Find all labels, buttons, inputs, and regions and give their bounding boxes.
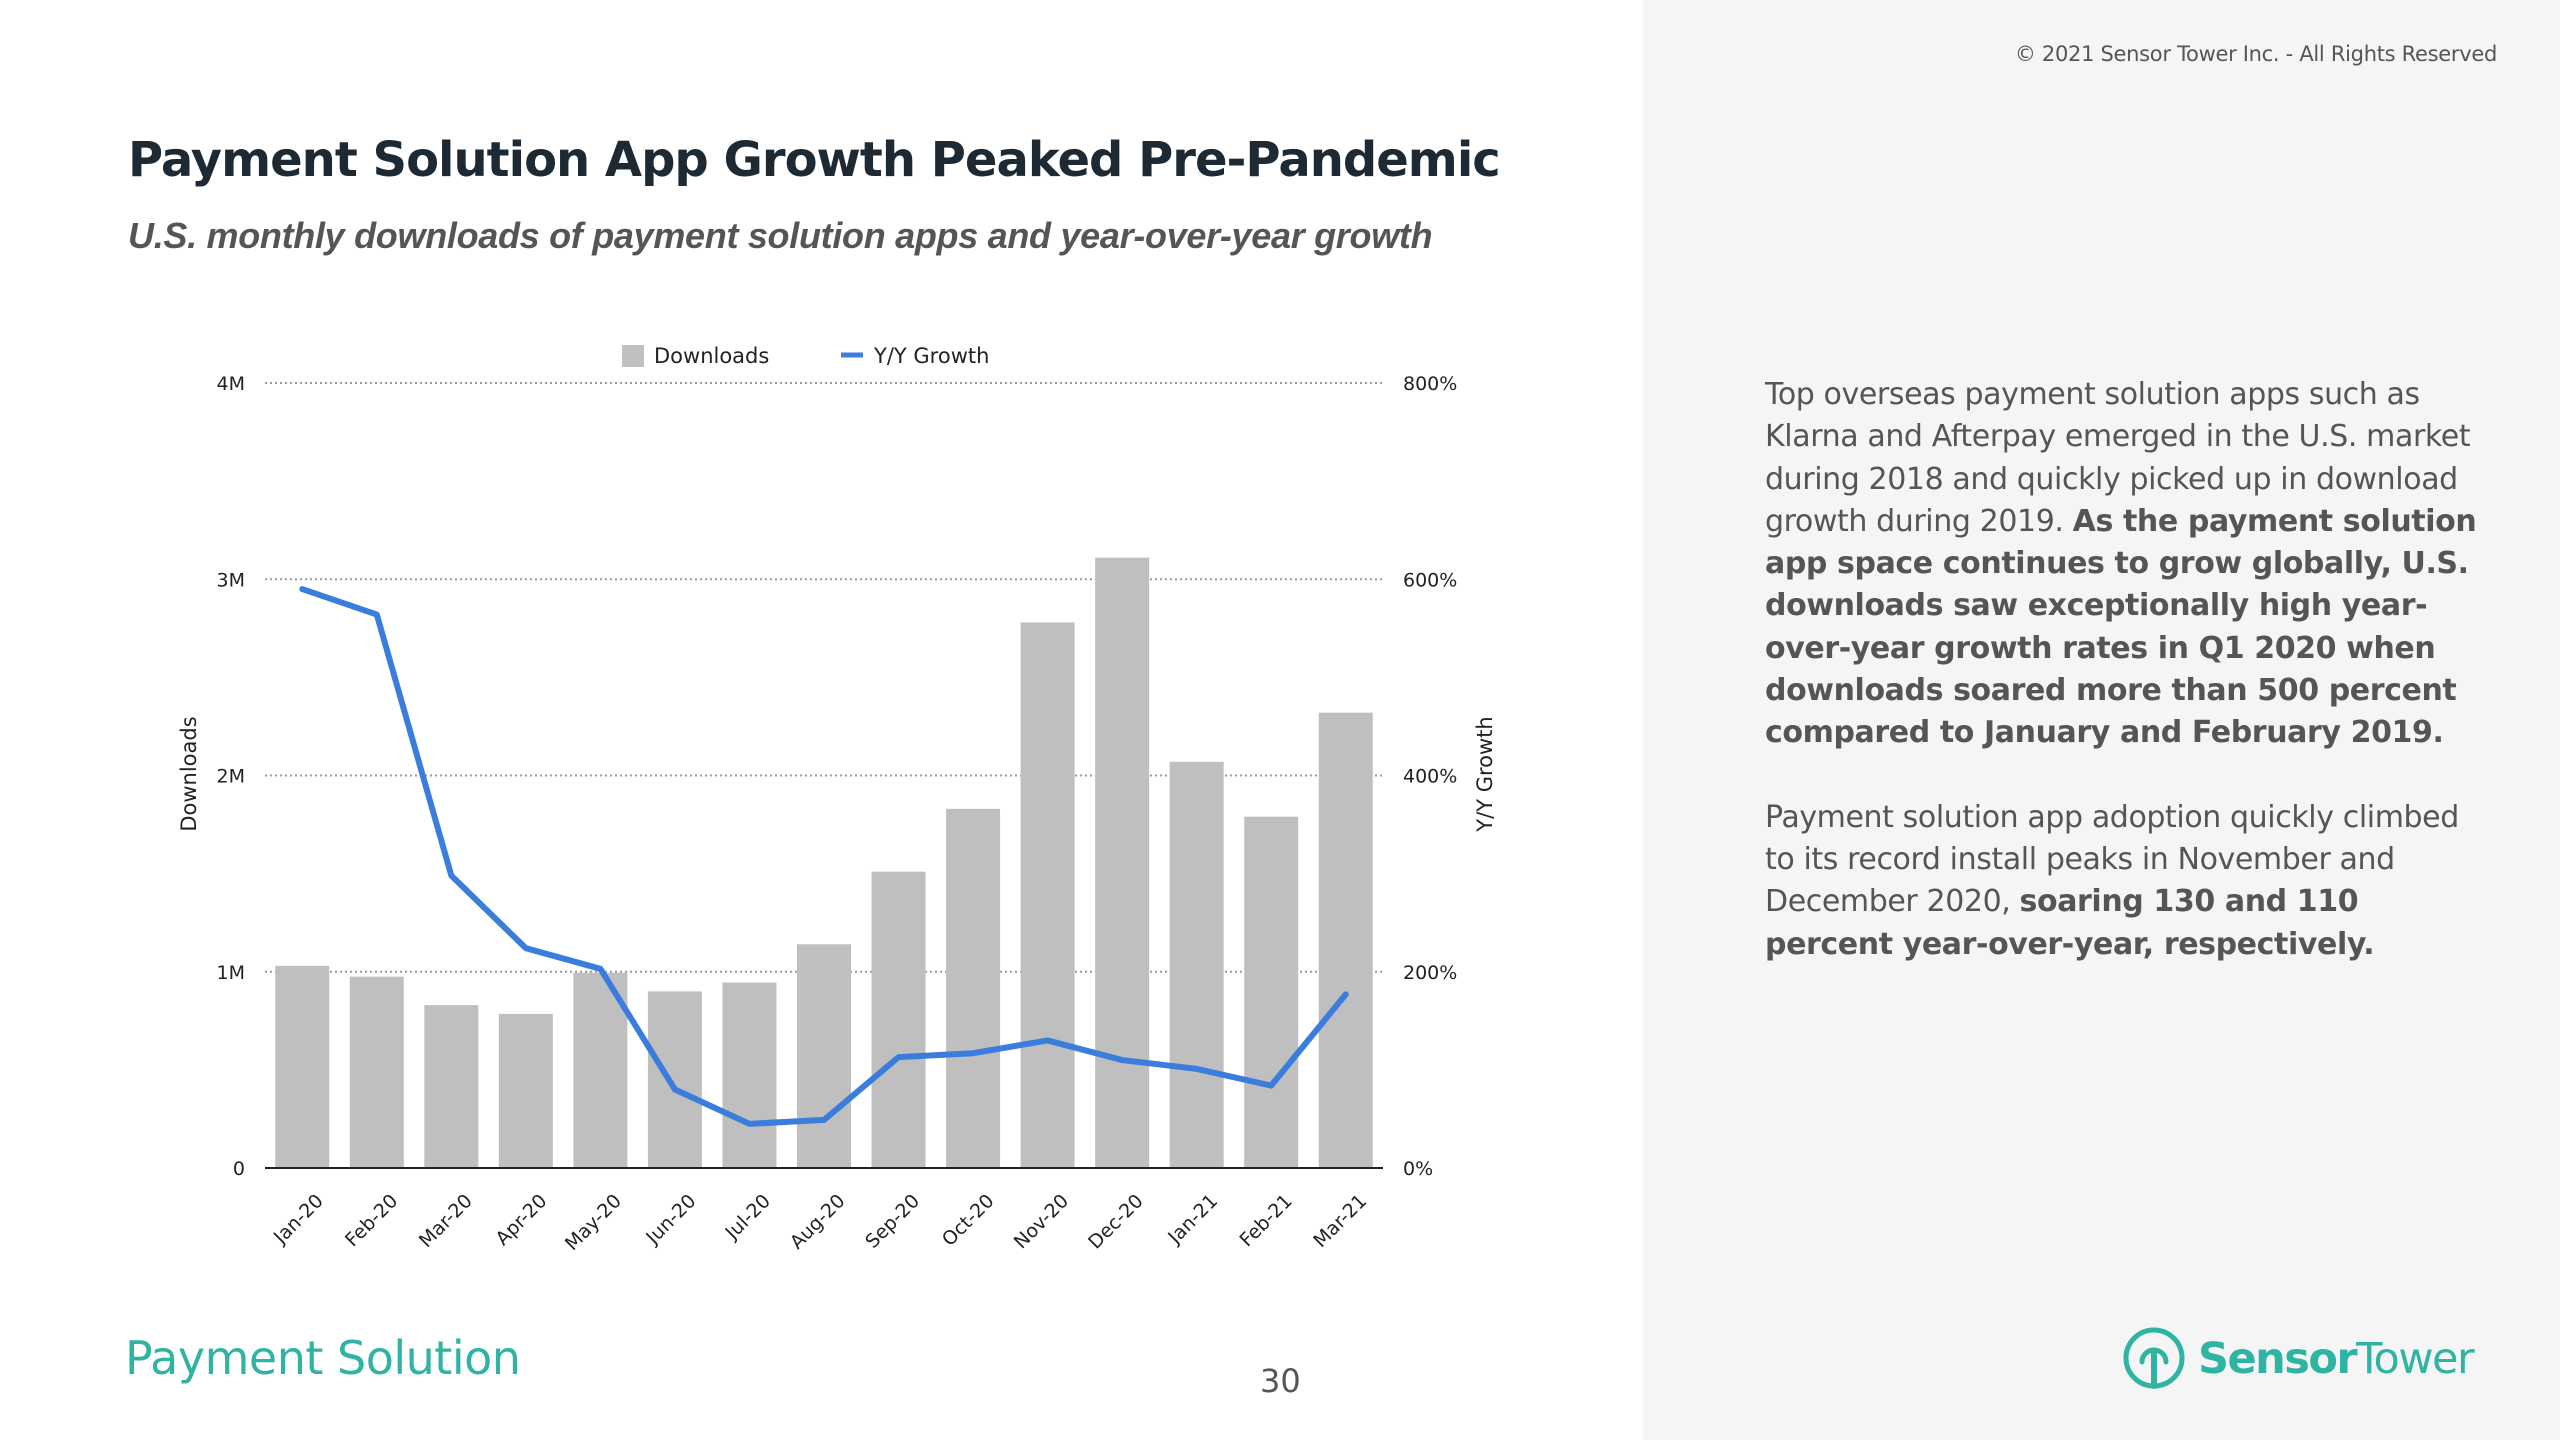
x-tick-label: Feb-21 (1235, 1190, 1296, 1251)
y-tick-label: 2M (217, 766, 245, 788)
bar-downloads (424, 1005, 479, 1168)
copyright-notice: © 2021 Sensor Tower Inc. - All Rights Re… (2014, 42, 2497, 66)
x-tick-label: Jun-20 (641, 1190, 700, 1249)
bar-downloads (498, 1013, 553, 1168)
x-tick-label: May-20 (561, 1190, 626, 1255)
legend-downloads-swatch (622, 345, 644, 367)
y2-tick-label: 0% (1403, 1158, 1433, 1180)
y2-tick-label: 800% (1403, 373, 1457, 395)
bar-downloads (1095, 557, 1150, 1168)
x-tick-label: Oct-20 (938, 1190, 999, 1251)
bar-downloads (349, 976, 404, 1168)
bar-downloads (1020, 622, 1075, 1168)
bar-downloads (871, 871, 926, 1168)
page-subtitle: U.S. monthly downloads of payment soluti… (128, 215, 1433, 256)
bar-downloads (797, 944, 851, 1168)
x-tick-label: Mar-21 (1309, 1190, 1371, 1252)
x-tick-label: Aug-20 (786, 1190, 850, 1254)
commentary-text: Top overseas payment solution apps such … (1765, 374, 2485, 1008)
y-tick-label: 0 (233, 1158, 245, 1180)
y2-tick-label: 600% (1403, 569, 1457, 591)
bar-downloads (647, 991, 702, 1168)
x-tick-label: Feb-20 (341, 1190, 402, 1251)
legend-downloads-label: Downloads (654, 344, 769, 368)
x-tick-label: Sep-20 (861, 1190, 924, 1253)
commentary-paragraph-1: Top overseas payment solution apps such … (1765, 377, 2477, 751)
x-tick-label: Jan-20 (269, 1190, 328, 1249)
x-tick-label: Jul-20 (721, 1190, 775, 1244)
commentary-paragraph-2: Payment solution app adoption quickly cl… (1765, 799, 2459, 962)
x-tick-label: Jan-21 (1163, 1190, 1222, 1249)
x-tick-label: Apr-20 (492, 1190, 552, 1250)
bar-downloads (275, 965, 330, 1168)
y-tick-label: 3M (217, 569, 245, 591)
bar-downloads (1318, 712, 1373, 1168)
page-title: Payment Solution App Growth Peaked Pre-P… (128, 132, 1501, 188)
bar-downloads (573, 972, 628, 1168)
sensor-tower-logo-icon (2123, 1327, 2185, 1389)
x-tick-label: Dec-20 (1084, 1190, 1148, 1254)
bar-downloads (1244, 816, 1299, 1168)
sensor-tower-logo: SensorTower (2122, 1324, 2475, 1394)
section-label: Payment Solution (125, 1331, 521, 1385)
right-panel (1643, 0, 2560, 1440)
bar-downloads (722, 982, 777, 1168)
legend-growth-label: Y/Y Growth (873, 344, 989, 368)
y-tick-label: 1M (217, 962, 245, 984)
x-tick-label: Nov-20 (1010, 1190, 1073, 1253)
bar-downloads (1169, 761, 1224, 1168)
line-yoy-growth (299, 586, 1349, 1127)
y2-axis-label: Y/Y Growth (1473, 716, 1497, 832)
page-number: 30 (1260, 1362, 1301, 1400)
x-tick-label: Mar-20 (415, 1190, 477, 1252)
logo-wordmark: SensorTower (2198, 1334, 2475, 1384)
y-tick-label: 4M (217, 373, 245, 395)
y-axis-label: Downloads (177, 716, 201, 831)
y2-tick-label: 200% (1403, 962, 1457, 984)
bar-downloads (946, 808, 1001, 1168)
y2-tick-label: 400% (1403, 766, 1457, 788)
